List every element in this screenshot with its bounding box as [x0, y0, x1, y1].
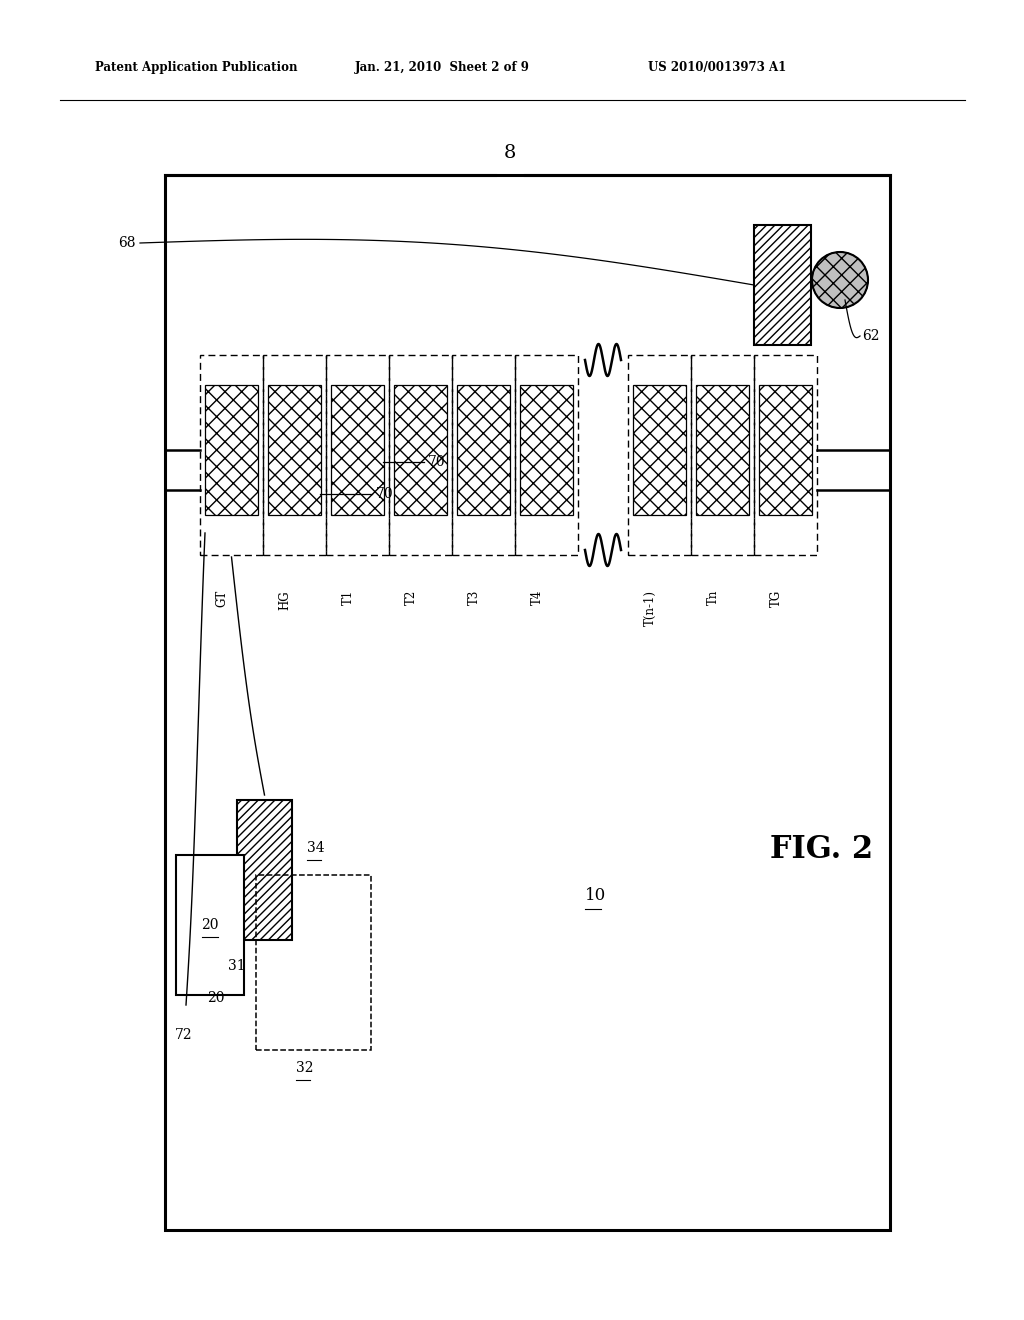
Bar — [394, 385, 447, 515]
Text: 70: 70 — [428, 455, 445, 469]
Bar — [691, 355, 754, 554]
Text: 62: 62 — [862, 329, 880, 343]
Bar — [452, 355, 515, 554]
Text: Patent Application Publication: Patent Application Publication — [95, 62, 298, 74]
Text: 10: 10 — [585, 887, 606, 903]
Bar — [176, 855, 244, 995]
Bar — [165, 176, 890, 1230]
Bar — [754, 224, 811, 345]
Text: 32: 32 — [296, 1061, 313, 1074]
Bar — [263, 355, 326, 554]
Bar — [237, 800, 292, 940]
Text: T4: T4 — [530, 590, 544, 606]
Text: Tn: Tn — [707, 590, 720, 606]
Text: 34: 34 — [307, 841, 325, 855]
Text: 68: 68 — [118, 236, 135, 249]
Text: Jan. 21, 2010  Sheet 2 of 9: Jan. 21, 2010 Sheet 2 of 9 — [355, 62, 529, 74]
Text: 20: 20 — [202, 917, 219, 932]
Bar — [515, 355, 578, 554]
Bar — [696, 385, 749, 515]
Bar — [628, 355, 691, 554]
Bar — [326, 355, 389, 554]
Text: T1: T1 — [341, 590, 354, 606]
Bar — [389, 355, 452, 554]
Text: 8: 8 — [504, 144, 516, 162]
Bar — [520, 385, 573, 515]
Bar — [205, 385, 258, 515]
Text: T(n-1): T(n-1) — [643, 590, 656, 626]
Text: TG: TG — [769, 590, 782, 607]
Bar — [256, 875, 371, 1049]
Bar — [633, 385, 686, 515]
Text: 70: 70 — [376, 487, 393, 502]
Text: T3: T3 — [468, 590, 480, 606]
Text: 20: 20 — [207, 991, 224, 1005]
Bar — [200, 355, 263, 554]
Bar — [457, 385, 510, 515]
Text: GT: GT — [215, 590, 228, 607]
Text: FIG. 2: FIG. 2 — [770, 834, 873, 866]
Text: US 2010/0013973 A1: US 2010/0013973 A1 — [648, 62, 786, 74]
Text: T2: T2 — [404, 590, 418, 606]
Bar — [754, 355, 817, 554]
Bar — [331, 385, 384, 515]
Bar — [759, 385, 812, 515]
Ellipse shape — [812, 252, 868, 308]
Bar — [268, 385, 321, 515]
Text: 31: 31 — [228, 960, 246, 973]
Text: 72: 72 — [175, 1028, 193, 1041]
Text: HG: HG — [279, 590, 292, 610]
